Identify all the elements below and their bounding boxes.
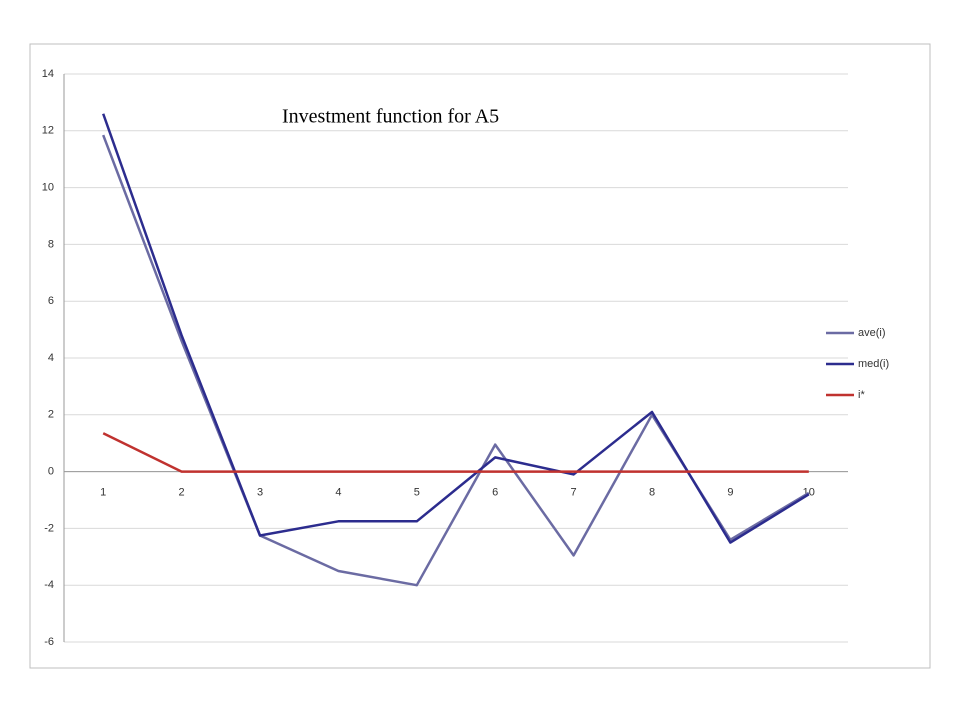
y-tick-label: 12 xyxy=(42,125,54,137)
y-tick-label: 6 xyxy=(48,295,54,307)
y-tick-label: 14 xyxy=(42,68,54,80)
x-tick-label: 9 xyxy=(727,487,733,499)
x-tick-label: 3 xyxy=(257,487,263,499)
y-tick-label: -6 xyxy=(44,636,54,648)
x-tick-label: 4 xyxy=(335,487,341,499)
series-line xyxy=(102,113,810,544)
x-tick-label: 1 xyxy=(100,487,106,499)
chart-frame xyxy=(29,43,931,669)
y-tick-label: -2 xyxy=(44,522,54,534)
legend-label: i* xyxy=(858,389,865,401)
x-tick-label: 6 xyxy=(492,487,498,499)
y-tick-label: 8 xyxy=(48,238,54,250)
x-tick-label: 2 xyxy=(179,487,185,499)
y-tick-label: 4 xyxy=(48,352,54,364)
x-tick-label: 5 xyxy=(414,487,420,499)
chart-title: Investment function for A5 xyxy=(282,106,499,128)
y-tick-label: 2 xyxy=(48,409,54,421)
x-tick-label: 8 xyxy=(649,487,655,499)
legend-label: ave(i) xyxy=(858,327,886,339)
y-tick-label: 10 xyxy=(42,182,54,194)
y-tick-label: -4 xyxy=(44,579,54,591)
series-line xyxy=(102,432,809,473)
legend-label: med(i) xyxy=(858,358,889,370)
x-tick-label: 7 xyxy=(571,487,577,499)
y-tick-label: 0 xyxy=(48,466,54,478)
